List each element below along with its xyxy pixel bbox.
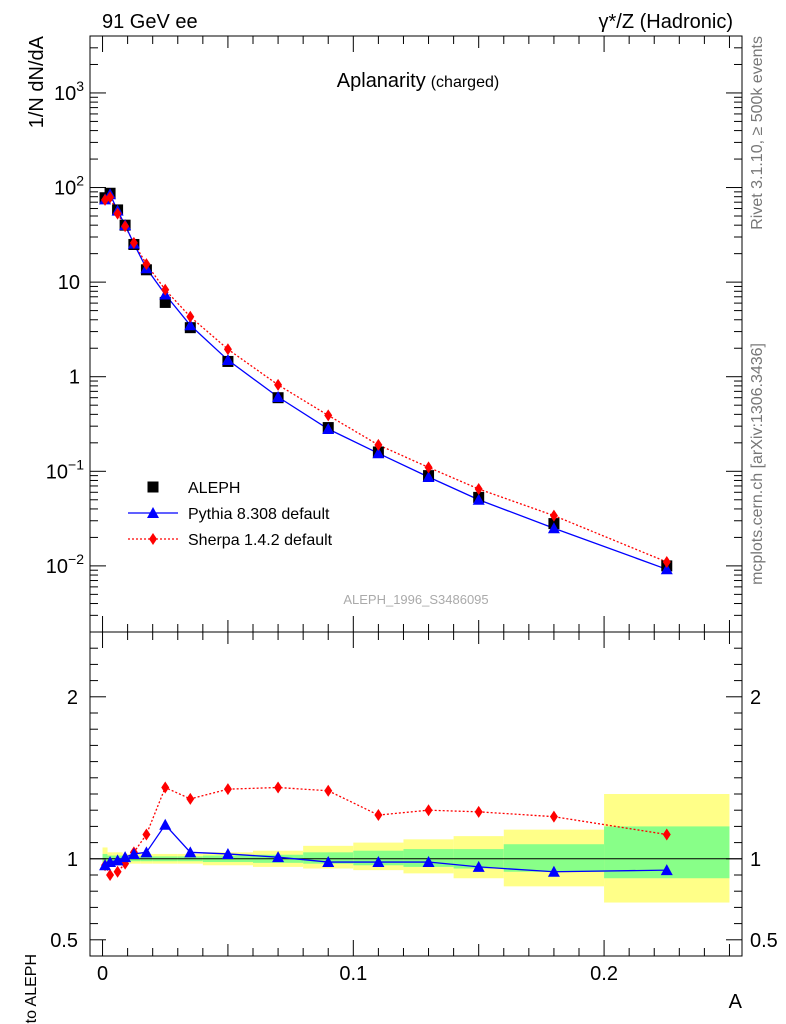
y-tick-label: 1: [69, 367, 80, 389]
sherpa-line: [104, 196, 668, 563]
rivet-label: Rivet 3.1.10, ≥ 500k events: [749, 36, 766, 230]
sherpa-point: [324, 409, 333, 422]
main-axis-ticks: 10−2 10−1 1 10 102 103: [46, 35, 742, 633]
pythia-point: [184, 319, 197, 331]
main-panel: 10−2 10−1 1 10 102 103 Aplanarity (charged) AL…: [26, 35, 743, 633]
sherpa-ratio-point: [113, 865, 122, 878]
aleph-point: [159, 296, 171, 308]
y-tick-label: 103: [54, 78, 84, 105]
y-tick-label: 10−2: [46, 551, 84, 578]
ratio-y-tick-label-right: 2: [750, 687, 761, 709]
header-left: 91 GeV ee: [102, 11, 198, 33]
pythia-ratio-point: [159, 818, 172, 830]
sherpa-ratio-point: [374, 809, 383, 822]
legend-label: ALEPH: [188, 480, 240, 497]
pythia-point: [221, 354, 234, 366]
x-axis-label: A: [729, 991, 743, 1013]
sherpa-point: [186, 310, 195, 323]
sherpa-point: [106, 191, 115, 204]
y-tick-label: 10−1: [46, 456, 84, 483]
ratio-y-tick-label-left: 2: [67, 687, 78, 709]
sherpa-point: [374, 438, 383, 451]
pythia-point: [322, 423, 335, 435]
sherpa-ratio-point: [549, 810, 558, 823]
pythia-ratio-point: [119, 851, 132, 863]
ratio-y-tick-label-right: 0.5: [750, 930, 778, 952]
x-tick-label: 0.1: [339, 963, 367, 985]
pythia-ratio-point: [140, 846, 153, 858]
ratio-y-tick-label-left: 1: [67, 849, 78, 871]
pythia-ratio-point: [111, 854, 124, 866]
legend-marker: [149, 533, 157, 545]
sherpa-point: [129, 236, 138, 249]
sherpa-point: [113, 207, 122, 220]
sherpa-point: [424, 461, 433, 474]
pythia-point: [472, 493, 485, 505]
header-right: γ*/Z (Hadronic): [599, 11, 733, 33]
sherpa-ratio-point: [662, 828, 671, 841]
sherpa-point: [662, 555, 671, 568]
ratio-axis-ticks: 0.5 0.5 1 1 2 2 0 0.1 0.2: [50, 632, 778, 985]
sherpa-point: [274, 378, 283, 391]
sherpa-point: [121, 220, 130, 233]
sherpa-ratio-point: [274, 781, 283, 794]
pythia-ratio-point: [184, 846, 197, 858]
pythia-point: [372, 447, 385, 459]
sherpa-ratio-point: [161, 781, 170, 794]
plot-title: Aplanarity (charged): [337, 70, 499, 92]
y-axis-label-main: 1/N dN/dA: [26, 35, 48, 128]
sherpa-ratio-point: [106, 869, 115, 881]
analysis-watermark: ALEPH_1996_S3486095: [343, 592, 488, 607]
pythia-line: [104, 193, 667, 570]
sherpa-point: [161, 283, 170, 296]
legend: ALEPH Pythia 8.308 default Sherpa 1.4.2 de…: [128, 480, 333, 549]
pythia-ratio-point: [221, 847, 234, 859]
ratio-panel: 0.5 0.5 1 1 2 2 0 0.1 0.2 Ratio to ALEPH A: [23, 631, 778, 1024]
sherpa-point: [549, 509, 558, 522]
mcplots-label: mcplots.cern.ch [arXiv:1306.3436]: [749, 343, 766, 585]
sherpa-ratio-line: [104, 786, 667, 876]
ratio-y-tick-label-right: 1: [750, 849, 761, 871]
pythia-ratio-point: [322, 856, 335, 868]
pythia-point: [422, 471, 435, 483]
legend-marker: [147, 507, 159, 518]
sherpa-ratio-point: [474, 805, 483, 818]
sherpa-ratio-point: [223, 783, 232, 796]
pythia-ratio-point: [422, 856, 435, 868]
x-tick-label: 0.2: [590, 963, 618, 985]
pythia-ratio-point: [472, 860, 485, 872]
legend-marker: [147, 481, 159, 493]
pythia-ratio-point: [660, 864, 673, 876]
y-tick-label: 102: [54, 173, 84, 200]
legend-label: Sherpa 1.4.2 default: [188, 532, 333, 549]
sherpa-ratio-point: [324, 784, 333, 797]
sherpa-ratio-point: [142, 828, 151, 841]
sherpa-point: [142, 258, 151, 271]
pythia-ratio-point: [372, 856, 385, 868]
pythia-ratio-point: [547, 865, 560, 877]
legend-label: Pythia 8.308 default: [188, 506, 330, 523]
sherpa-point: [474, 482, 483, 495]
pythia-point: [547, 522, 560, 534]
pythia-ratio-point: [99, 859, 112, 871]
pythia-point: [660, 563, 673, 575]
x-tick-label: 0: [97, 963, 108, 985]
sherpa-point: [223, 343, 232, 356]
sherpa-ratio-point: [424, 804, 433, 817]
pythia-point: [272, 391, 285, 403]
ratio-y-tick-label-left: 0.5: [50, 930, 78, 952]
pythia-ratio-point: [272, 851, 285, 863]
y-axis-label-ratio: Ratio to ALEPH: [23, 954, 40, 1024]
sherpa-ratio-point: [186, 792, 195, 805]
pythia-ratio-point: [127, 847, 140, 859]
y-tick-label: 10: [58, 272, 80, 294]
